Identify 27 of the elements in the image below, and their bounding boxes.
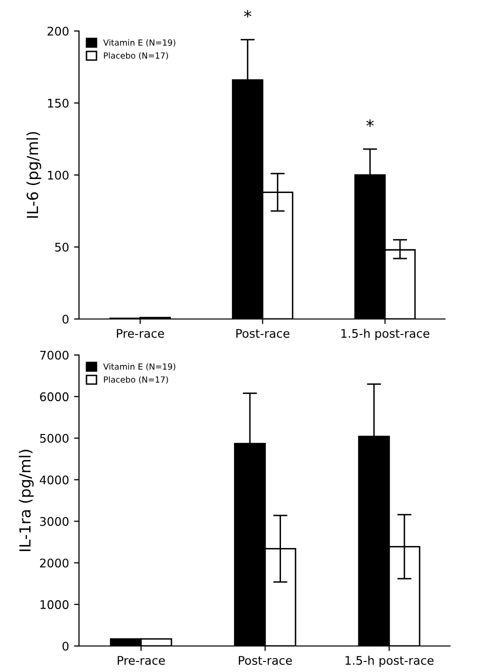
y-axis-title: IL-1ra (pg/ml) — [18, 450, 34, 552]
x-tick-label: Pre-race — [118, 656, 165, 665]
x-tick-label: Post-race — [238, 656, 292, 665]
y-tick-label: 100 — [48, 170, 68, 180]
y-tick-label: 0 — [62, 314, 68, 324]
y-tick-label: 150 — [48, 98, 68, 108]
x-tick-label: Post-race — [236, 329, 290, 338]
y-tick-label: 0 — [62, 642, 68, 651]
y-axis-title: IL-6 (pg/ml) — [26, 132, 42, 218]
y-tick-label: 7000 — [40, 350, 68, 360]
legend-label: Placebo (N=17) — [104, 376, 168, 384]
y-tick-label: 4000 — [40, 475, 68, 484]
legend-label: Placebo (N=17) — [104, 52, 168, 60]
legend-label: Vitamin E (N=19) — [103, 39, 176, 47]
y-tick-label: 50 — [55, 242, 68, 252]
y-tick-label: 3000 — [40, 517, 68, 526]
annotation: * — [366, 119, 374, 127]
y-tick-label: 5000 — [40, 434, 68, 443]
text: * — [244, 10, 252, 18]
x-tick-label: 1.5-h post-race — [341, 328, 430, 340]
x-tick-label: Pre-race — [116, 329, 164, 338]
y-tick-label: 2000 — [40, 558, 68, 568]
legend-label: Vitamin E (N=19) — [103, 363, 176, 371]
y-tick-label: 6000 — [40, 392, 68, 402]
y-tick-label: 1000 — [40, 600, 68, 610]
x-tick-label: 1.5-h post-race — [346, 656, 434, 668]
y-tick-label: 200 — [48, 26, 68, 36]
